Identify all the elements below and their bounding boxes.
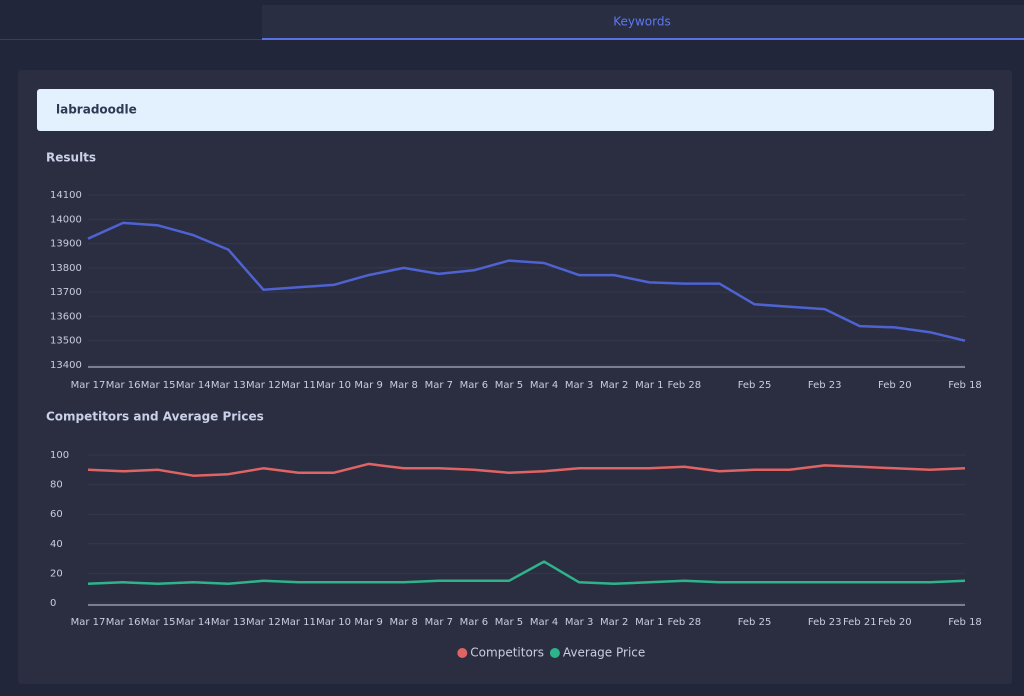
y-tick-label: 13900	[50, 239, 82, 250]
line	[87, 560, 966, 586]
x-tick-label: Feb 21	[843, 617, 877, 628]
x-tick-label: Feb 25	[738, 617, 772, 628]
x-tick-label: Feb 20	[878, 617, 912, 628]
x-tick-label: Mar 12	[246, 380, 281, 391]
x-tick-label: Mar 16	[106, 380, 141, 391]
x-tick-label: Mar 1	[635, 380, 663, 391]
x-tick-label: Mar 5	[495, 380, 523, 391]
x-tick-label: Mar 14	[176, 380, 211, 391]
y-tick-label: 13800	[50, 263, 82, 274]
x-tick-label: Mar 1	[635, 617, 663, 628]
x-tick-label: Mar 15	[141, 617, 176, 628]
y-tick-label: 100	[50, 450, 69, 461]
x-tick-label: Feb 20	[878, 380, 912, 391]
x-tick-label: Feb 18	[948, 380, 982, 391]
x-tick-label: Feb 28	[668, 617, 702, 628]
x-tick-label: Feb 23	[808, 380, 842, 391]
x-tick-label: Mar 8	[390, 380, 418, 391]
x-tick-label: Mar 7	[425, 380, 453, 391]
line	[87, 462, 966, 477]
y-tick-label: 80	[50, 480, 63, 491]
line	[87, 221, 966, 342]
y-tick-label: 20	[50, 568, 63, 579]
x-tick-label: Mar 6	[460, 617, 488, 628]
tab-bar-left	[0, 5, 262, 39]
x-tick-label: Mar 2	[600, 380, 628, 391]
x-tick-label: Mar 17	[71, 617, 106, 628]
x-tick-label: Mar 4	[530, 617, 558, 628]
tab-label[interactable]: Keywords	[613, 15, 671, 29]
legend-swatch	[457, 648, 468, 658]
card	[18, 70, 1012, 684]
chart-title: Competitors and Average Prices	[46, 410, 264, 424]
x-tick-label: Mar 10	[316, 380, 351, 391]
x-tick-label: Feb 28	[668, 380, 702, 391]
x-tick-label: Mar 7	[425, 617, 453, 628]
y-tick-label: 13500	[50, 336, 82, 347]
x-tick-label: Mar 15	[141, 380, 176, 391]
x-tick-label: Mar 2	[600, 617, 628, 628]
x-tick-label: Mar 3	[565, 380, 593, 391]
x-tick-label: Feb 23	[808, 617, 842, 628]
legend-label: Average Price	[563, 646, 645, 660]
legend-swatch	[549, 648, 560, 658]
x-tick-label: Mar 12	[246, 617, 281, 628]
y-tick-label: 14000	[50, 214, 82, 225]
keyword: labradoodle	[56, 103, 137, 117]
x-tick-label: Mar 9	[354, 617, 382, 628]
y-tick-label: 0	[50, 598, 56, 609]
y-tick-label: 13600	[50, 311, 82, 322]
x-tick-label: Mar 11	[281, 617, 316, 628]
x-tick-label: Mar 9	[354, 380, 382, 391]
x-tick-label: Mar 10	[316, 617, 351, 628]
y-tick-label: 13400	[50, 360, 82, 371]
y-tick-label: 13700	[50, 287, 82, 298]
x-tick-label: Mar 13	[211, 617, 246, 628]
x-tick-label: Mar 11	[281, 380, 316, 391]
x-tick-label: Mar 4	[530, 380, 558, 391]
y-tick-label: 14100	[50, 190, 82, 201]
chart-title: Results	[46, 151, 96, 165]
x-tick-label: Feb 25	[738, 380, 772, 391]
keyword-box	[37, 89, 994, 131]
y-tick-label: 40	[50, 539, 63, 550]
x-tick-label: Mar 6	[460, 380, 488, 391]
legend-label: Competitors	[470, 646, 544, 660]
x-tick-label: Mar 5	[495, 617, 523, 628]
y-tick-label: 60	[50, 509, 63, 520]
x-tick-label: Mar 14	[176, 617, 211, 628]
x-tick-label: Mar 13	[211, 380, 246, 391]
x-tick-label: Mar 8	[390, 617, 418, 628]
x-tick-label: Mar 3	[565, 617, 593, 628]
x-tick-label: Feb 18	[948, 617, 982, 628]
tab[interactable]	[262, 5, 1024, 38]
x-tick-label: Mar 17	[71, 380, 106, 391]
x-tick-label: Mar 16	[106, 617, 141, 628]
